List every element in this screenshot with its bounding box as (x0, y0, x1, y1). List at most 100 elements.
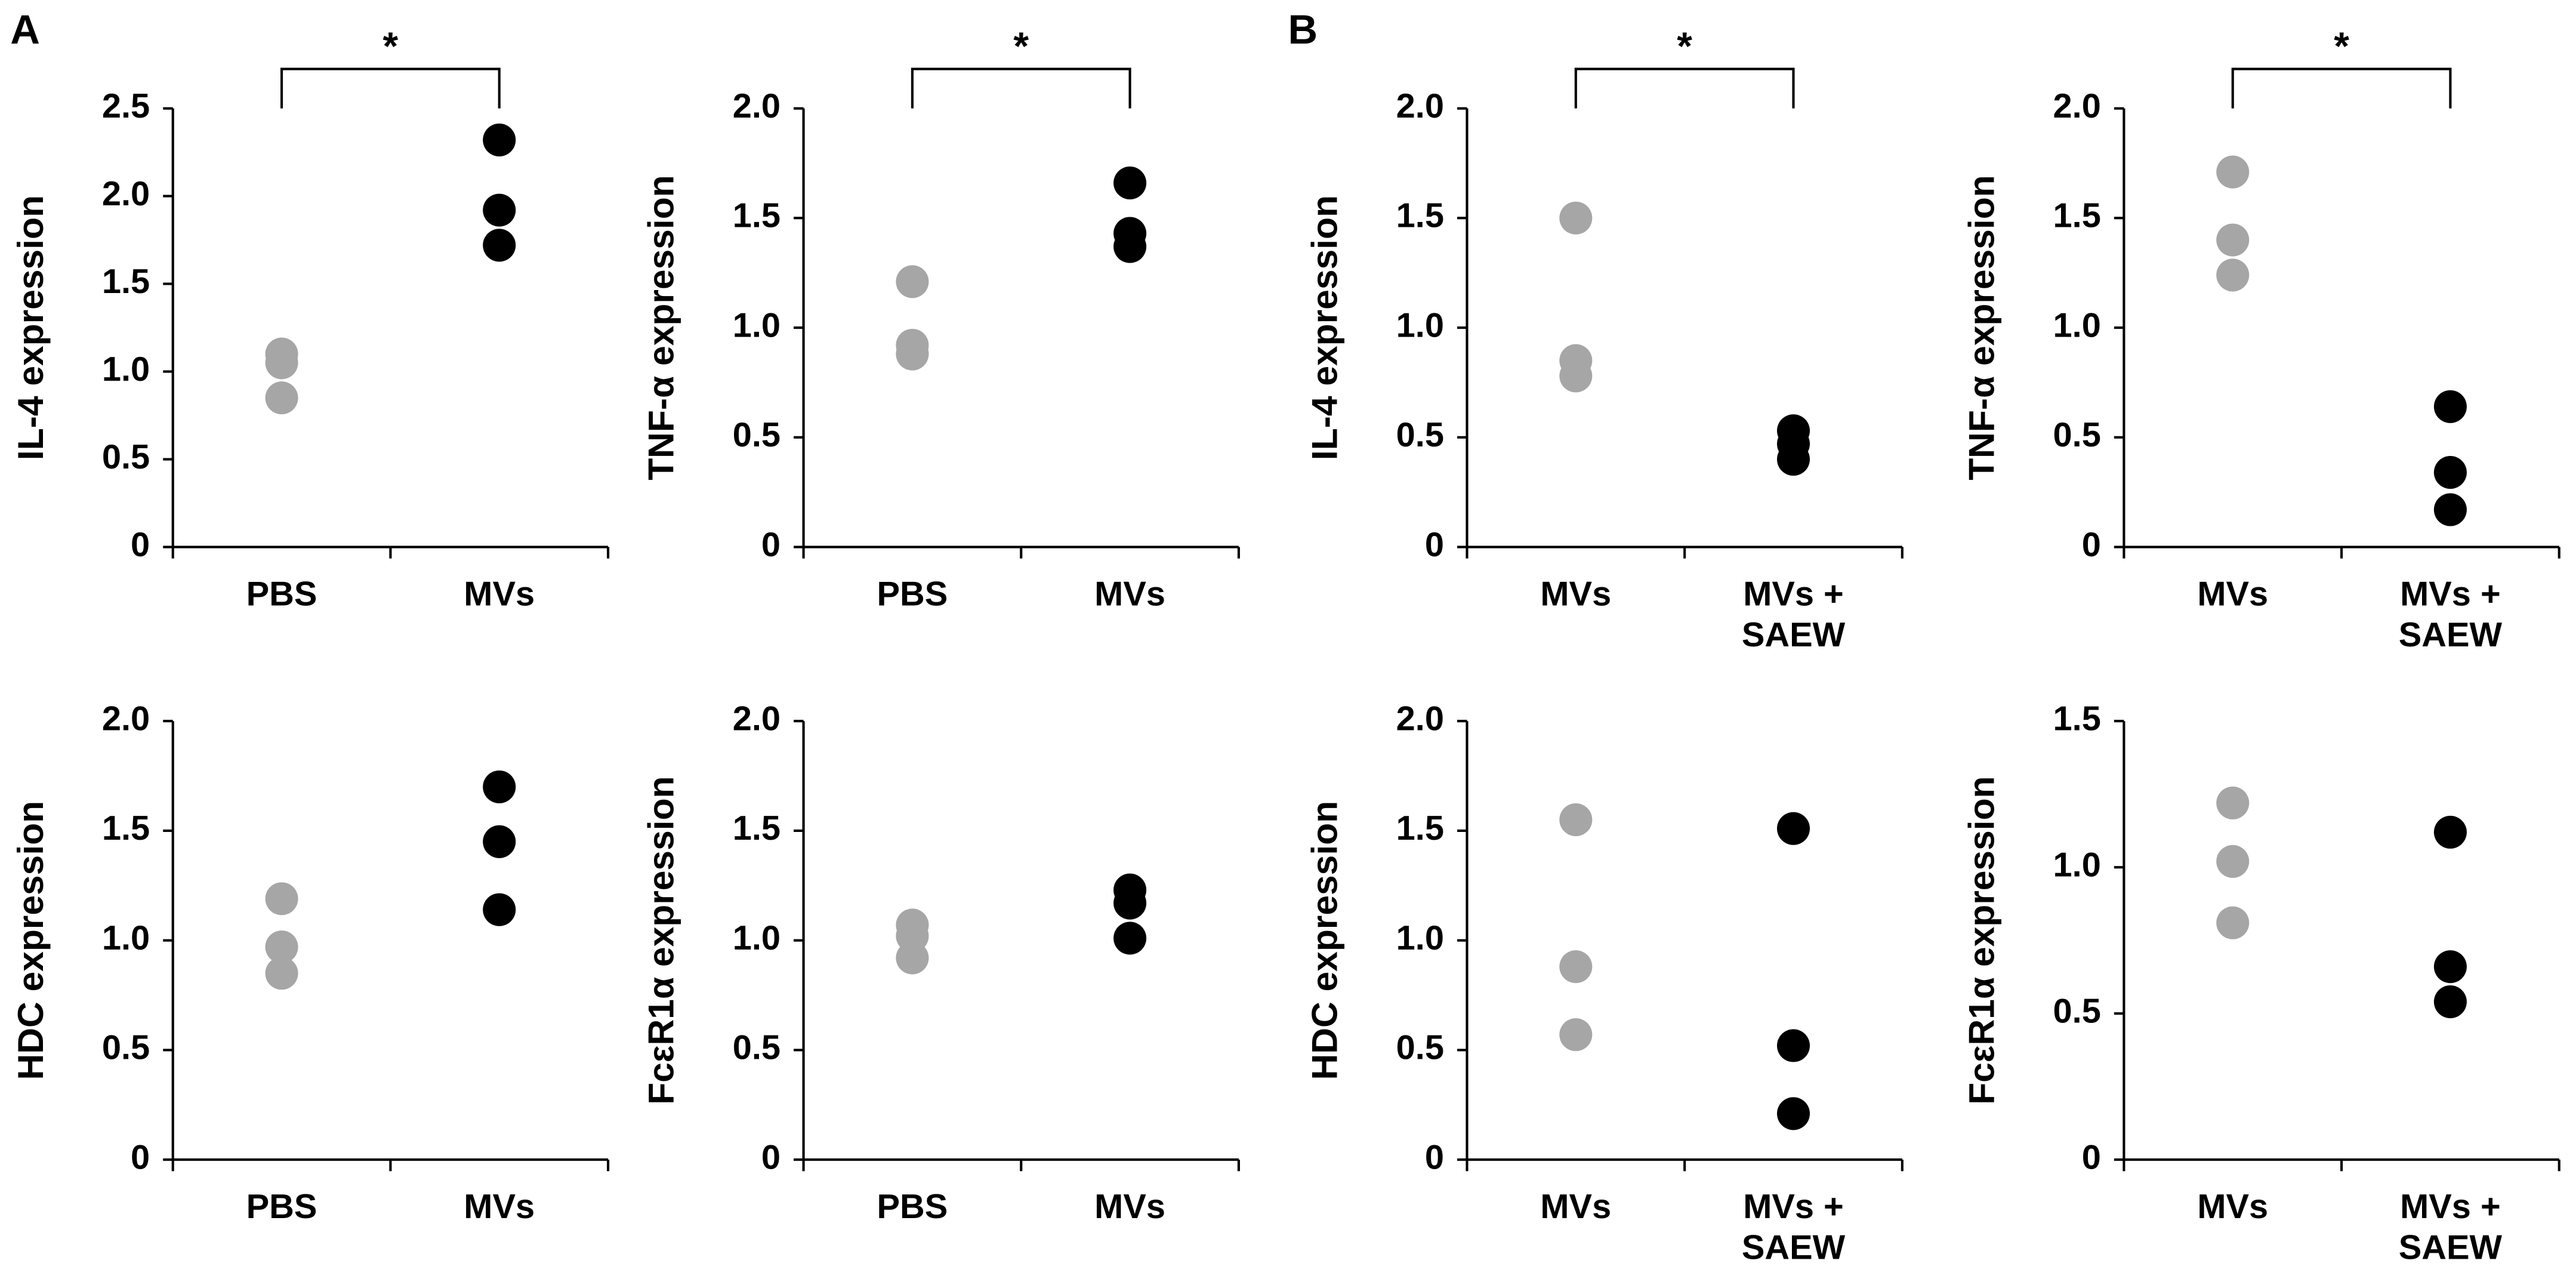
dot (483, 124, 516, 157)
y-tick-label: 0.5 (733, 1029, 780, 1067)
significance-bracket (1574, 67, 1795, 109)
y-tick-label: 0.5 (102, 1029, 150, 1067)
dot (483, 770, 516, 803)
dot (2433, 493, 2467, 526)
panel-label: A (10, 7, 40, 53)
y-tick-label: 0.5 (102, 438, 150, 476)
dot (265, 930, 298, 964)
dot (2433, 390, 2467, 423)
y-tick-label: 2.0 (733, 700, 780, 738)
y-tick-label: 1.0 (1396, 919, 1444, 957)
y-tick-label: 0.5 (1396, 1029, 1444, 1067)
subplot: 0 0.5 1.0 1.5 2.0 MVs MVs +SAEW IL-4 expression… (1304, 24, 1904, 654)
y-tick-label: 2.5 (102, 87, 150, 125)
y-tick-label: 1.5 (2053, 700, 2101, 738)
dot (1113, 886, 1147, 920)
y-tick-label: 1.5 (733, 197, 780, 235)
y-tick-label: 2.0 (2053, 87, 2101, 125)
x-tick-label: SAEW (1742, 616, 1846, 654)
y-tick-label: 1.5 (2053, 197, 2101, 235)
x-tick-label: MVs (1094, 1188, 1165, 1226)
y-tick-label: 2.0 (1396, 87, 1444, 125)
y-tick-label: 2.0 (733, 87, 780, 125)
significance-bracket (911, 67, 1131, 109)
y-tick-label: 0 (2082, 1138, 2101, 1176)
dot (2433, 456, 2467, 489)
y-tick-label: 1.5 (102, 809, 150, 847)
dot (1559, 359, 1593, 393)
subplot: 0 0.5 1.0 1.5 2.0 PBS MVs TNF-α expression * (641, 24, 1240, 613)
x-tick-label: PBS (246, 575, 317, 613)
y-tick-label: 2.0 (102, 700, 150, 738)
y-tick-label: 1.5 (1396, 197, 1444, 235)
dot (1776, 443, 1810, 476)
x-tick-label: PBS (877, 575, 948, 613)
subplot: 0 0.5 1.0 1.5 2.0 PBS MVs HDC expression (10, 700, 610, 1226)
significance-bracket (2231, 67, 2452, 109)
significance-label: * (1677, 24, 1692, 68)
dot (2433, 815, 2467, 849)
dot (483, 229, 516, 262)
dot (2216, 906, 2250, 939)
y-tick-label: 0.5 (2053, 416, 2101, 454)
y-tick-label: 1.0 (2053, 846, 2101, 884)
significance-label: * (383, 24, 399, 68)
y-tick-label: 0 (131, 526, 150, 564)
x-tick-label: MVs (1540, 1188, 1611, 1226)
y-tick-label: 1.0 (2053, 306, 2101, 344)
dot (1559, 1018, 1593, 1052)
x-tick-label: MVs (2197, 1188, 2268, 1226)
y-tick-label: 1.5 (1396, 809, 1444, 847)
significance-bracket (280, 67, 501, 109)
dot (2216, 223, 2250, 257)
significance-label: * (2334, 24, 2349, 68)
y-tick-label: 1.0 (1396, 306, 1444, 344)
dot (2216, 786, 2250, 819)
x-tick-label: SAEW (2399, 1229, 2503, 1267)
dot (265, 882, 298, 916)
y-axis-label: IL-4 expression (10, 195, 51, 460)
dot (1113, 921, 1147, 955)
subplot: 0 0.5 1.0 1.5 2.0 2.5 PBS MVs IL-4 expression * (10, 24, 610, 613)
dot (896, 265, 929, 298)
y-tick-label: 1.5 (733, 809, 780, 847)
dot (483, 893, 516, 926)
y-tick-label: 0 (761, 1138, 780, 1176)
dot (265, 381, 298, 415)
dot (265, 346, 298, 380)
x-tick-label: SAEW (2399, 616, 2503, 654)
x-tick-label: MVs (464, 575, 535, 613)
y-tick-label: 0 (2082, 526, 2101, 564)
dot (1776, 812, 1810, 845)
dot (1776, 1097, 1810, 1130)
dot (1113, 230, 1147, 263)
dot (896, 941, 929, 975)
dot (896, 337, 929, 371)
y-tick-label: 0.5 (2053, 992, 2101, 1030)
y-tick-label: 1.0 (102, 919, 150, 957)
y-tick-label: 0 (1425, 1138, 1444, 1176)
dot (483, 193, 516, 227)
y-tick-label: 0.5 (733, 416, 780, 454)
y-tick-label: 1.0 (733, 306, 780, 344)
dot (2216, 258, 2250, 292)
y-tick-label: 0 (761, 526, 780, 564)
dot (1559, 201, 1593, 235)
significance-label: * (1013, 24, 1029, 68)
dot (1559, 803, 1593, 837)
x-tick-label: SAEW (1742, 1229, 1846, 1267)
y-tick-label: 2.0 (102, 175, 150, 213)
y-tick-label: 0 (1425, 526, 1444, 564)
y-tick-label: 1.0 (102, 350, 150, 389)
dot (265, 957, 298, 990)
y-tick-label: 0 (131, 1138, 150, 1176)
x-tick-label: MVs (464, 1188, 535, 1226)
y-tick-label: 1.5 (102, 263, 150, 301)
subplot: 0 0.5 1.0 1.5 MVs MVs +SAEW FcεR1α expression (1961, 700, 2560, 1267)
subplot: 0 0.5 1.0 1.5 2.0 PBS MVs FcεR1α expression (641, 700, 1240, 1226)
dot (2216, 844, 2250, 878)
x-tick-label: MVs + (2400, 1188, 2501, 1226)
panel-label: B (1288, 7, 1318, 53)
